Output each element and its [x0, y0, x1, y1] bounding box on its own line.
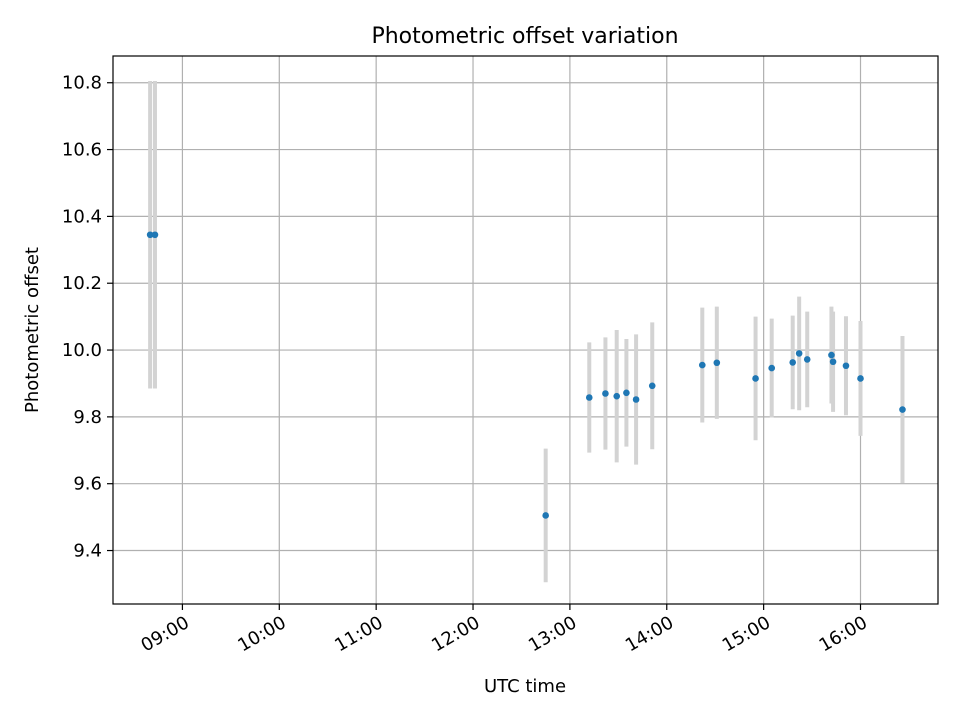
data-point: [151, 231, 159, 239]
data-point: [789, 359, 796, 366]
y-tick-label: 10.2: [62, 273, 102, 294]
y-tick-label: 9.4: [73, 541, 102, 562]
plot-frame: [112, 55, 939, 605]
data-point: [829, 358, 837, 366]
data-point: [899, 406, 906, 413]
data-point: [857, 375, 864, 382]
data-point: [803, 356, 811, 363]
y-tick-label: 10.6: [62, 140, 102, 161]
data-point: [752, 375, 759, 382]
y-tick-label: 10.8: [62, 73, 102, 94]
y-tick-label: 10.0: [62, 340, 102, 361]
y-tick-label: 9.8: [73, 407, 102, 428]
data-point: [542, 512, 549, 519]
data-point: [623, 389, 630, 397]
data-point: [713, 359, 721, 367]
data-point: [585, 394, 593, 401]
grid-layer: [113, 56, 938, 604]
data-point: [698, 361, 706, 369]
y-tick-label: 10.4: [62, 206, 102, 227]
data-point: [632, 396, 640, 403]
data-point: [842, 362, 850, 370]
data-point: [613, 392, 621, 400]
point-layer: [146, 231, 906, 519]
chart-title: Photometric offset variation: [371, 24, 678, 49]
data-point: [146, 231, 154, 239]
data-point: [602, 390, 609, 397]
y-tick-label: 9.6: [73, 474, 102, 495]
y-axis-title: Photometric offset: [22, 247, 43, 413]
data-point: [828, 351, 835, 359]
x-axis-title: UTC time: [484, 676, 566, 697]
data-point: [795, 350, 803, 357]
y-axis: 9.4 9.6 9.8 10.0 10.2 10.4 10.6 10.8: [62, 73, 113, 562]
data-point: [648, 382, 656, 390]
data-point: [768, 364, 776, 372]
